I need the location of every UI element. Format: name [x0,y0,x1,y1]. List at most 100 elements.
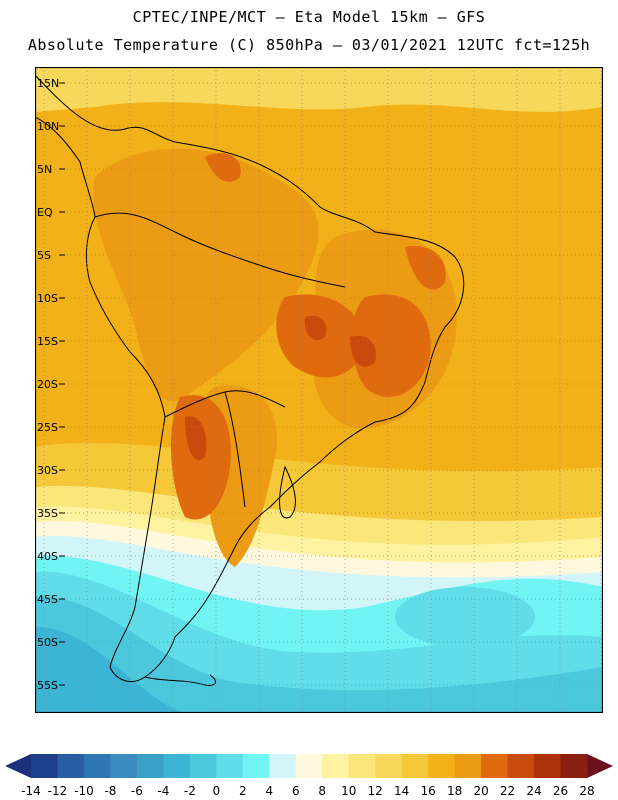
colorbar-swatch [348,754,376,778]
map-frame [35,67,603,713]
colorbar-swatch [242,754,270,778]
colorbar-label: 8 [318,784,326,798]
field-north-band [35,67,603,112]
lon-tick-label: 30W [505,711,530,713]
field-neg2c-belt [35,627,185,713]
tierra-del-fuego [144,674,216,686]
colorbar-label: -12 [48,784,68,798]
colorbar-label: 22 [500,784,515,798]
field-20c-venezuela [205,153,241,182]
colorbar-label: -6 [131,784,143,798]
lat-tick-label: 40S [37,550,58,563]
colorbar-label: -8 [104,784,116,798]
colorbar-swatch [83,754,111,778]
lon-tick-label: 70W [161,711,186,713]
colorbar-swatch [136,754,164,778]
colorbar-swatch [163,754,191,778]
lon-tick-label: 60W [247,711,272,713]
colorbar-label: -14 [21,784,41,798]
colorbar-swatch [534,754,562,778]
map-field [35,67,603,713]
border-amazon [94,212,346,288]
colorbar-label: 14 [394,784,409,798]
lon-tick-label: 75W [118,711,143,713]
lat-tick-label: 55S [37,679,58,692]
colorbar-swatch [481,754,509,778]
colorbar: -14 -12 -10 -8 -6 -4 -2 0 2 4 6 8 10 12 14 16 18 20 22 24 26… [5,754,613,798]
colorbar-label: 26 [553,784,568,798]
lat-tick-label: 25S [37,421,58,434]
colorbar-swatch [189,754,217,778]
lon-tick-label: 55W [290,711,315,713]
colorbar-label: 6 [292,784,300,798]
uruguay-lagoon [279,465,296,519]
colorbar-label: 2 [239,784,247,798]
temperature-map: 15N 10N 5N EQ 5S 10S 15S 20S 25S 30S 35S 40S 45S 50S 5… [35,67,603,713]
colorbar-label: 12 [368,784,383,798]
lon-tick-label: 45W [376,711,401,713]
graticule [35,67,603,713]
colorbar-label: 4 [265,784,273,798]
map-title-line-1: CPTEC/INPE/MCT – Eta Model 15km – GFS [132,8,486,26]
latitude-labels: 15N 10N 5N EQ 5S 10S 15S 20S 25S 30S 35S 40S 45S 50S 5… [37,77,65,692]
colorbar-swatch [110,754,138,778]
field-22c-brazil-core [350,335,376,367]
colorbar-boxes [31,754,588,778]
lat-tick-label: 20S [37,378,58,391]
lat-tick-label: 15N [37,77,59,90]
lat-tick-label: 30S [37,464,58,477]
colorbar-label: -4 [157,784,169,798]
colorbar-swatch [375,754,403,778]
colorbar-swatch [31,754,58,778]
longitude-labels: 85W 80W 75W 70W 65W 60W 55W 50W 45W 40W 35W 30W 25W 2… [35,711,603,713]
colorbar-swatch [269,754,297,778]
lat-tick-label: 10N [37,120,59,133]
colorbar-labels: -14 -12 -10 -8 -6 -4 -2 0 2 4 6 8 10 12 14 16 18 20 22 24 26… [21,784,594,798]
colorbar-swatch [322,754,350,778]
lon-tick-label: 65W [204,711,229,713]
colorbar-swatch [428,754,456,778]
lat-tick-label: 15S [37,335,58,348]
colorbar-label: 10 [341,784,356,798]
colorbar-left-arrow [5,754,31,778]
lon-tick-label: 25W [548,711,573,713]
colorbar-swatch [454,754,482,778]
colorbar-swatch [57,754,85,778]
field-0c-belt [35,596,603,713]
map-title-line-2: Absolute Temperature (C) 850hPa – 03/01/… [27,36,591,54]
field-22c-goias-core [304,315,327,341]
lat-tick-label: 45S [37,593,58,606]
colorbar-swatch [295,754,323,778]
lon-tick-label: 20W [591,711,603,713]
colorbar-right-arrow [587,754,613,778]
lat-tick-label: 35S [37,507,58,520]
border-argentina-chile [224,391,246,508]
lon-tick-label: 80W [75,711,100,713]
colorbar-label: 20 [473,784,488,798]
colorbar-swatch [560,754,588,778]
colorbar-label: 28 [579,784,594,798]
field-22c-chaco-core [185,416,207,461]
lon-tick-label: 85W [35,711,57,713]
colorbar-swatch [216,754,244,778]
lon-tick-label: 35W [462,711,487,713]
lat-tick-label: 5N [37,163,52,176]
colorbar-label: -2 [184,784,196,798]
colorbar-swatch [401,754,429,778]
lat-tick-label: 50S [37,636,58,649]
colorbar-label: -10 [74,784,94,798]
field-18c-continent [93,148,319,402]
lat-tick-label: 5S [37,249,51,262]
colorbar-label: 16 [421,784,436,798]
lon-tick-label: 50W [333,711,358,713]
colorbar-label: 0 [213,784,221,798]
field-20c-bahia [351,294,431,397]
field-cold-patch [395,587,535,647]
lat-tick-label: 10S [37,292,58,305]
colorbar-label: 18 [447,784,462,798]
field-20c-northeast [405,246,446,290]
colorbar-label: 24 [526,784,541,798]
lon-tick-label: 40W [419,711,444,713]
lat-tick-label: EQ [37,206,53,219]
colorbar-swatch [507,754,535,778]
